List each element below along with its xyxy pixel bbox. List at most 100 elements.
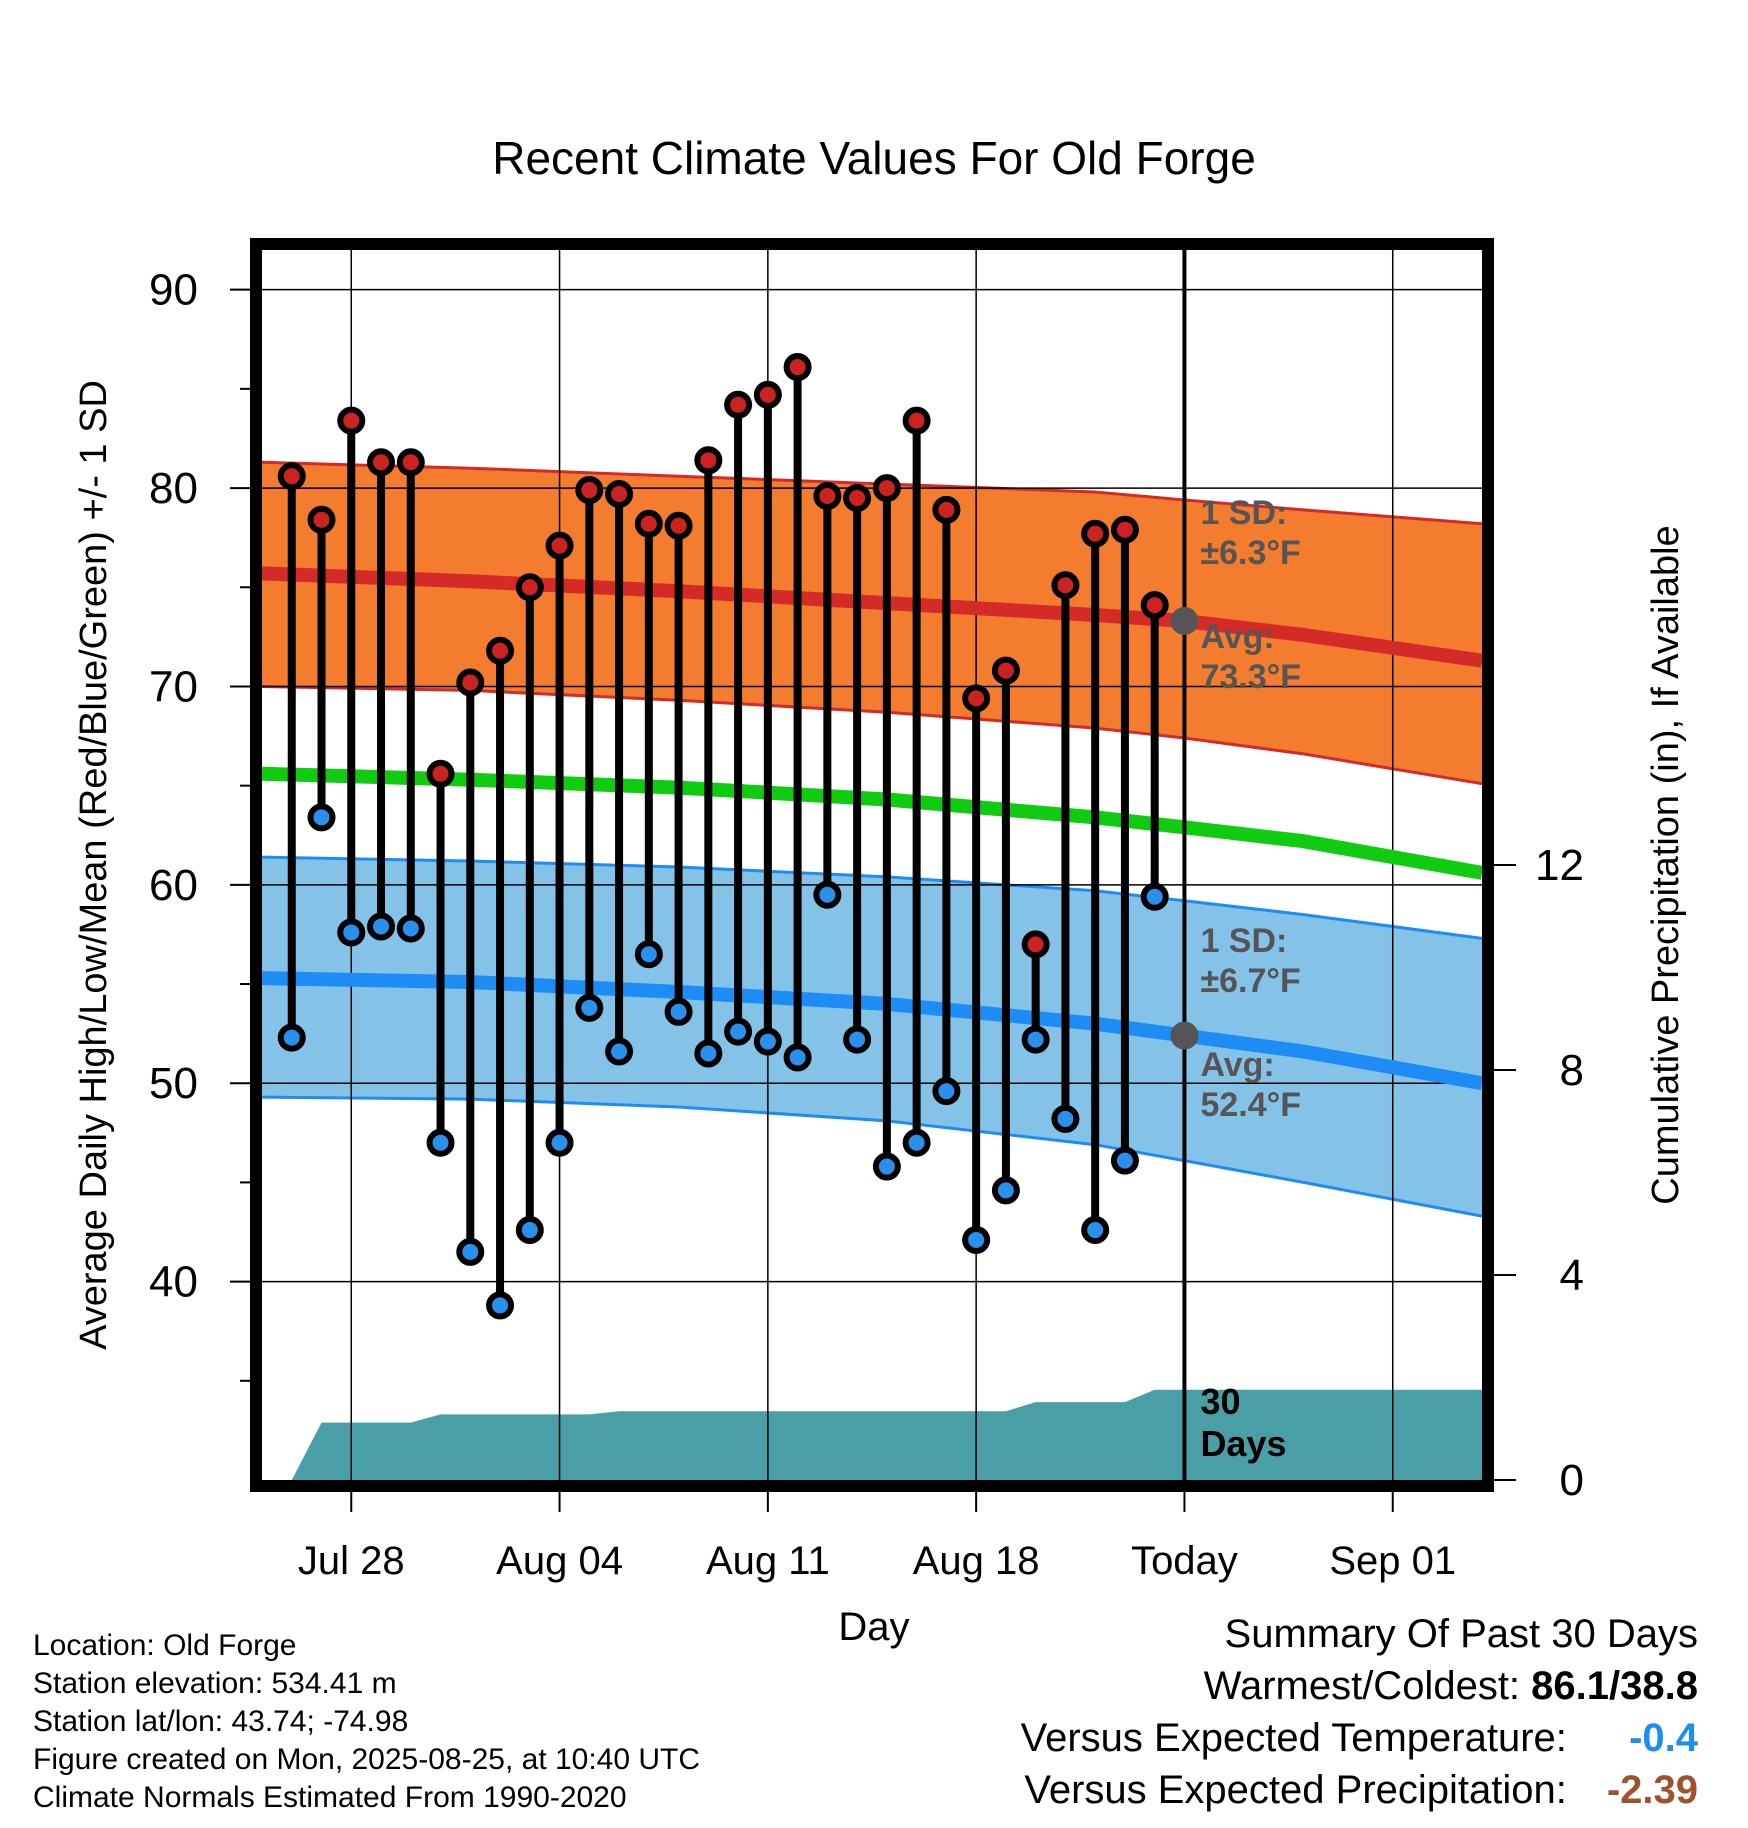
today-low-avg-marker <box>1170 1021 1199 1050</box>
mean-normal-line <box>262 766 1482 880</box>
daily-high-point <box>1081 519 1110 548</box>
daily-low-point <box>456 1237 485 1266</box>
info-created: Figure created on Mon, 2025-08-25, at 10… <box>33 1743 701 1776</box>
low-band-upper-edge <box>262 855 1482 940</box>
daily-low-point <box>486 1291 515 1320</box>
daily-low-point <box>515 1216 544 1245</box>
daily-high-point <box>1021 930 1050 959</box>
daily-high-point <box>426 759 455 788</box>
y2-tick-label: 12 <box>1535 841 1584 890</box>
low-normal-line <box>262 971 1482 1091</box>
daily-low-point <box>1110 1146 1139 1175</box>
daily-low-point <box>813 880 842 909</box>
low-avg-label: Avg: <box>1200 1046 1274 1084</box>
daily-high-point <box>843 483 872 512</box>
daily-high-point <box>694 446 723 475</box>
daily-high-point <box>605 480 634 509</box>
summary-warmest-row: Warmest/Coldest: 86.1/38.8 <box>1204 1664 1698 1709</box>
daily-high-point <box>486 636 515 665</box>
summary-temp-value: -0.4 <box>1629 1716 1698 1760</box>
daily-low-point <box>1021 1025 1050 1054</box>
days-label-line2: Days <box>1200 1423 1286 1464</box>
daily-low-point <box>1140 882 1169 911</box>
daily-high-point <box>783 353 812 382</box>
x-tick-label: Sep 01 <box>1329 1539 1456 1583</box>
plot-area <box>262 250 1482 1480</box>
summary-warmest-value: 86.1/38.8 <box>1531 1664 1698 1708</box>
today-high-avg-marker <box>1170 606 1199 635</box>
high-avg-label: Avg: <box>1200 618 1274 656</box>
daily-high-point <box>902 406 931 435</box>
daily-low-point <box>426 1128 455 1157</box>
daily-high-point <box>277 462 306 491</box>
low-band-lower-edge <box>262 1095 1482 1218</box>
daily-high-point <box>962 684 991 713</box>
daily-high-point <box>1051 571 1080 600</box>
summary-precip-label: Versus Expected Precipitation: <box>1024 1768 1567 1812</box>
summary-title: Summary Of Past 30 Days <box>1224 1612 1698 1656</box>
daily-low-point <box>367 912 396 941</box>
daily-high-point <box>932 495 961 524</box>
daily-high-point <box>634 509 663 538</box>
daily-low-point <box>724 1017 753 1046</box>
y2-axis-label: Cumulative Precipitation (in), If Availa… <box>1645 525 1687 1204</box>
x-tick-label: Aug 18 <box>913 1539 1040 1583</box>
daily-high-point <box>724 390 753 419</box>
y-axis-label: Average Daily High/Low/Mean (Red/Blue/Gr… <box>73 380 115 1350</box>
x-tick-label: Aug 04 <box>496 1539 623 1583</box>
daily-high-point <box>1140 591 1169 620</box>
y2-tick-label: 8 <box>1560 1046 1584 1095</box>
y-tick-label: 50 <box>149 1059 198 1108</box>
daily-low-point <box>545 1128 574 1157</box>
daily-low-point <box>396 914 425 943</box>
high-normal-line <box>262 566 1482 668</box>
daily-high-point <box>545 531 574 560</box>
days-label-line1: 30 <box>1200 1381 1240 1422</box>
x-tick-label: Aug 11 <box>706 1539 830 1583</box>
y2-tick-label: 4 <box>1560 1251 1584 1300</box>
summary-precip-row: Versus Expected Precipitation: -2.39 <box>1024 1768 1698 1813</box>
chart-title: Recent Climate Values For Old Forge <box>492 132 1256 184</box>
summary-precip-value: -2.39 <box>1606 1768 1698 1812</box>
daily-low-point <box>932 1077 961 1106</box>
daily-low-point <box>753 1027 782 1056</box>
station-info: Location: Old Forge Station elevation: 5… <box>33 1627 700 1817</box>
x-tick-label: Today <box>1131 1539 1238 1583</box>
precip-area <box>291 1389 1482 1480</box>
daily-high-point <box>515 573 544 602</box>
daily-low-point <box>1051 1104 1080 1133</box>
daily-low-point <box>664 997 693 1026</box>
daily-high-point <box>367 448 396 477</box>
high-band-lower-edge <box>262 685 1482 786</box>
daily-high-point <box>1110 515 1139 544</box>
high-sd-value: ±6.3°F <box>1200 534 1300 572</box>
daily-low-point <box>783 1043 812 1072</box>
y-tick-label: 90 <box>149 266 198 315</box>
info-latlon: Station lat/lon: 43.74; -74.98 <box>33 1705 409 1738</box>
x-axis-label: Day <box>838 1605 909 1649</box>
daily-low-point <box>902 1128 931 1157</box>
daily-high-point <box>664 511 693 540</box>
low-sd-value: ±6.7°F <box>1200 962 1300 1000</box>
daily-high-point <box>337 406 366 435</box>
daily-low-point <box>991 1176 1020 1205</box>
summary-warmest-label: Warmest/Coldest: <box>1203 1664 1521 1708</box>
y-tick-label: 60 <box>149 861 198 910</box>
info-normals: Climate Normals Estimated From 1990-2020 <box>33 1781 627 1814</box>
low-sd-label: 1 SD: <box>1200 922 1287 960</box>
daily-low-point <box>872 1152 901 1181</box>
daily-low-point <box>605 1037 634 1066</box>
daily-low-point <box>277 1023 306 1052</box>
daily-high-point <box>456 668 485 697</box>
daily-low-point <box>634 940 663 969</box>
summary-temp-row: Versus Expected Temperature: -0.4 <box>1021 1716 1698 1761</box>
info-location: Location: Old Forge <box>33 1629 297 1662</box>
x-tick-label: Jul 28 <box>298 1539 405 1583</box>
daily-low-point <box>307 803 336 832</box>
daily-high-point <box>753 380 782 409</box>
info-elevation: Station elevation: 534.41 m <box>33 1667 397 1700</box>
daily-low-point <box>962 1225 991 1254</box>
daily-high-point <box>813 482 842 510</box>
high-avg-value: 73.3°F <box>1200 658 1301 696</box>
